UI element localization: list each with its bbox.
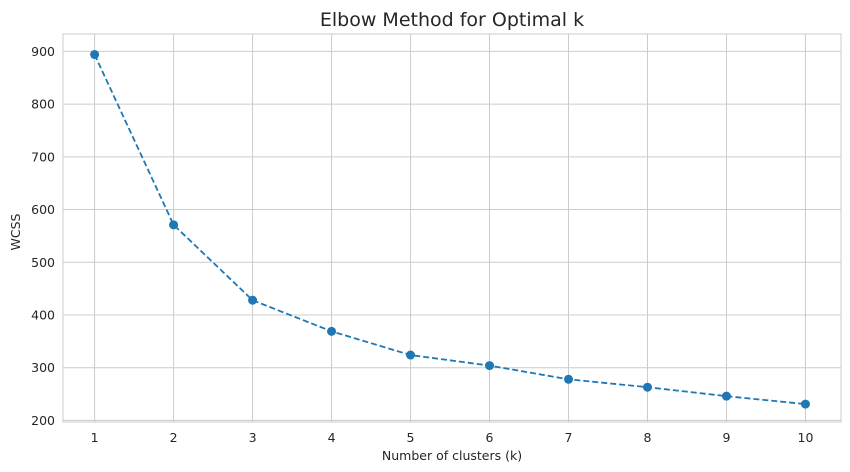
plot-frame bbox=[62, 33, 842, 423]
data-point bbox=[564, 374, 574, 384]
data-point bbox=[721, 391, 731, 401]
x-tick-label: 6 bbox=[486, 430, 494, 445]
x-tick-label: 9 bbox=[722, 430, 730, 445]
data-point bbox=[327, 326, 337, 336]
x-tick-label: 10 bbox=[798, 430, 814, 445]
x-tick-label: 4 bbox=[328, 430, 336, 445]
data-point bbox=[800, 399, 810, 409]
x-tick-label: 3 bbox=[249, 430, 257, 445]
y-tick-label: 700 bbox=[31, 149, 55, 164]
y-tick-label: 500 bbox=[31, 255, 55, 270]
y-tick-label: 300 bbox=[31, 360, 55, 375]
x-tick-label: 8 bbox=[644, 430, 652, 445]
data-point bbox=[485, 361, 495, 371]
data-point bbox=[642, 382, 652, 392]
data-point bbox=[248, 295, 258, 305]
ticks: 1 2 3 4 5 6 7 8 9 10 200 300 400 500 600 700 800 900 bbox=[31, 44, 813, 445]
grid bbox=[63, 34, 841, 422]
x-tick-label: 5 bbox=[407, 430, 415, 445]
points bbox=[90, 50, 810, 409]
data-point bbox=[169, 220, 179, 230]
y-tick-label: 800 bbox=[31, 97, 55, 112]
x-axis-label: Number of clusters (k) bbox=[382, 448, 522, 463]
series-line bbox=[93, 54, 806, 405]
x-tick-label: 2 bbox=[170, 430, 178, 445]
y-tick-label: 900 bbox=[31, 44, 55, 59]
x-tick-label: 1 bbox=[91, 430, 99, 445]
data-point bbox=[90, 50, 100, 60]
y-axis-label: WCSS bbox=[8, 213, 23, 250]
y-tick-label: 200 bbox=[31, 413, 55, 428]
y-tick-label: 400 bbox=[31, 307, 55, 322]
data-point bbox=[406, 350, 416, 360]
chart-title: Elbow Method for Optimal k bbox=[320, 9, 584, 31]
x-tick-label: 7 bbox=[565, 430, 573, 445]
plot-area bbox=[63, 34, 841, 422]
y-tick-label: 600 bbox=[31, 202, 55, 217]
